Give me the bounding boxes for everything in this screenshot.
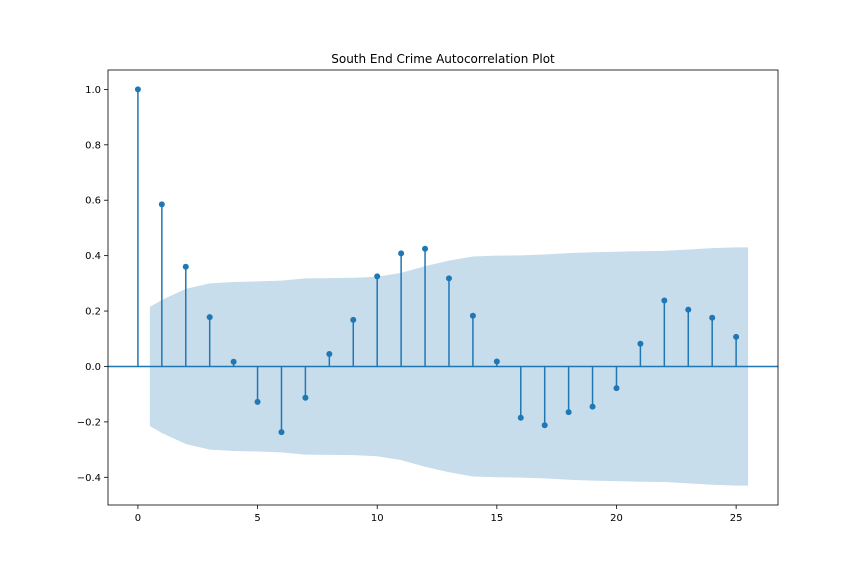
acf-point-22 <box>661 297 668 304</box>
acf-point-9 <box>350 316 357 323</box>
plot-frame <box>107 69 779 506</box>
y-tick-label-5: 0.6 <box>85 196 101 207</box>
x-tick-label-15: 15 <box>490 513 503 524</box>
acf-point-21 <box>637 340 644 347</box>
acf-point-13 <box>445 275 452 282</box>
acf-point-23 <box>685 306 692 313</box>
acf-point-20 <box>613 385 620 392</box>
y-tick-label-0: −0.4 <box>77 473 101 484</box>
y-tick-label-2: 0.0 <box>85 362 101 373</box>
acf-point-6 <box>278 429 285 436</box>
x-tick-label-10: 10 <box>371 513 384 524</box>
acf-point-17 <box>541 422 548 429</box>
y-tick-label-7: 1.0 <box>85 85 101 96</box>
acf-point-19 <box>589 403 596 410</box>
acf-point-14 <box>469 312 476 319</box>
acf-point-8 <box>326 350 333 357</box>
acf-point-16 <box>517 414 524 421</box>
acf-point-1 <box>158 201 165 208</box>
x-tick-label-25: 25 <box>730 513 743 524</box>
acf-point-25 <box>733 333 740 340</box>
x-tick-label-5: 5 <box>254 513 260 524</box>
y-tick-label-3: 0.2 <box>85 307 101 318</box>
acf-point-3 <box>206 314 213 321</box>
acf-point-11 <box>398 250 405 257</box>
acf-point-5 <box>254 398 261 405</box>
x-tick-label-20: 20 <box>610 513 623 524</box>
acf-point-15 <box>493 358 500 365</box>
chart-title: South End Crime Autocorrelation Plot <box>331 52 555 66</box>
y-tick-label-1: −0.2 <box>77 417 101 428</box>
acf-point-7 <box>302 394 309 401</box>
acf-point-2 <box>182 263 189 270</box>
acf-point-10 <box>374 273 381 280</box>
acf-point-0 <box>134 86 141 93</box>
acf-point-18 <box>565 409 572 416</box>
x-tick-label-0: 0 <box>135 513 141 524</box>
acf-point-24 <box>709 314 716 321</box>
acf-point-4 <box>230 358 237 365</box>
acf-point-12 <box>422 245 429 252</box>
y-tick-label-4: 0.4 <box>85 251 101 262</box>
y-tick-label-6: 0.8 <box>85 140 101 151</box>
